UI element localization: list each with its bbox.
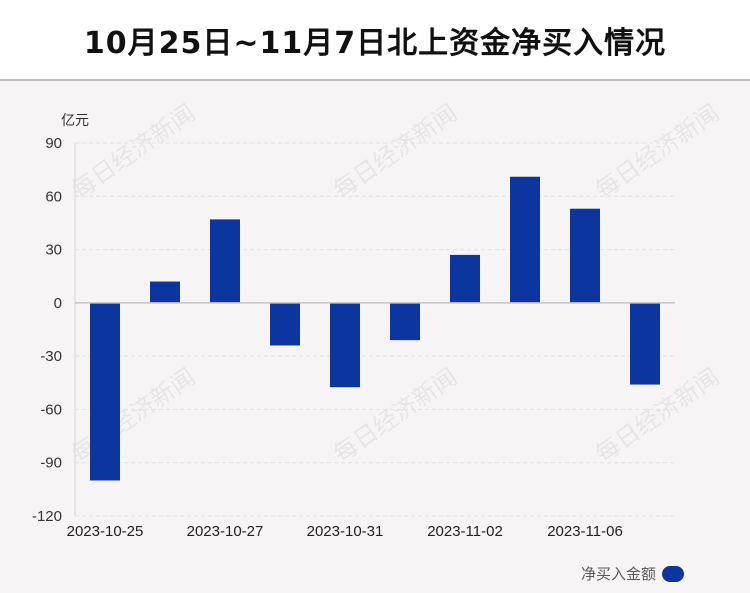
y-tick-label: 0 [54,295,62,312]
bar [390,302,420,341]
y-tick-label: -120 [32,508,62,525]
x-tick-label: 2023-10-27 [187,523,264,540]
bar [150,281,180,303]
legend-swatch [662,565,684,582]
chart-area: 每日经济新闻 每日经济新闻 每日经济新闻 每日经济新闻 每日经济新闻 每日经济新… [0,82,750,593]
x-tick-label: 2023-11-06 [547,523,623,540]
y-tick-label: -60 [40,401,62,418]
bar [570,208,600,303]
bar [510,176,540,303]
y-tick-label: -90 [40,455,62,472]
bar [270,302,300,346]
y-axis-label: 亿元 [61,113,89,129]
x-tick-label: 2023-11-02 [427,523,503,540]
bar [330,302,360,388]
bar [450,254,480,303]
legend-label: 净买入金额 [580,565,656,583]
y-tick-label: 90 [45,135,62,152]
x-tick-label: 2023-10-25 [67,523,144,540]
chart-title: 10月25日~11月7日北上资金净买入情况 [0,0,750,81]
y-tick-label: 60 [45,188,62,205]
x-tick-label: 2023-10-31 [307,523,384,540]
legend: 净买入金额 [581,563,684,584]
y-tick-label: 30 [45,242,62,259]
bar [90,302,120,481]
bar-chart: 90 60 30 0 -30 -60 -90 -120 亿元 2023-10-25 2023-10-… [32,113,675,540]
bar [630,302,660,385]
y-tick-label: -30 [40,348,62,365]
bar [210,219,240,303]
